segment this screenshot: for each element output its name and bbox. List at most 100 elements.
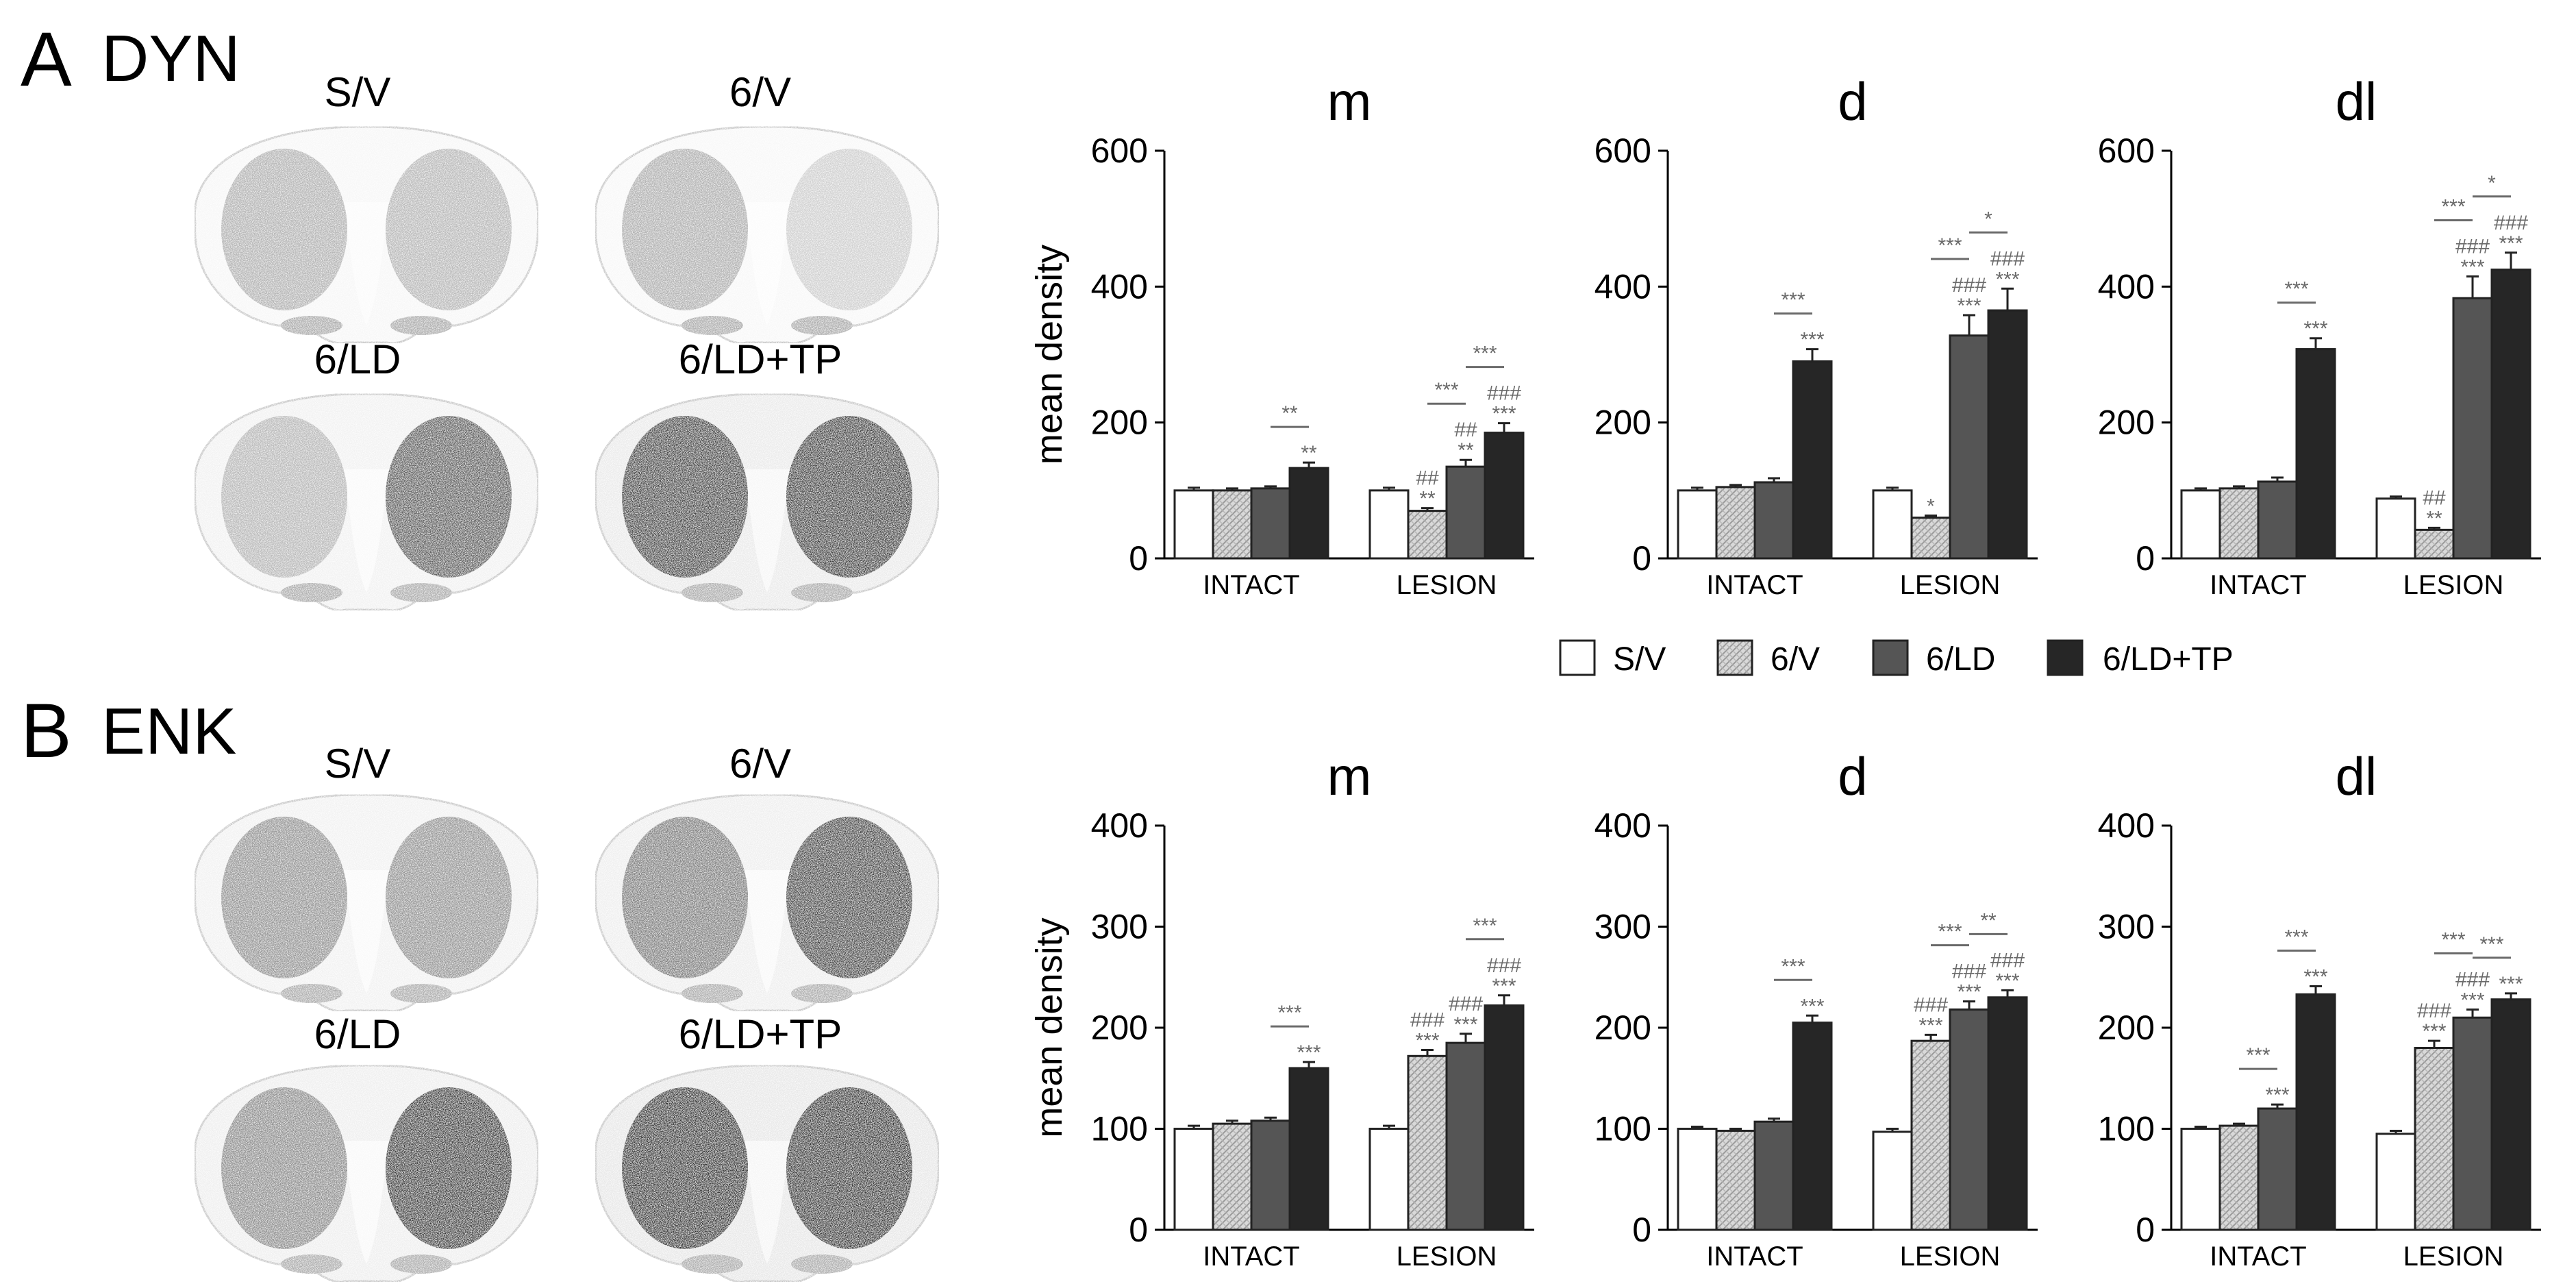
striatum-right: [786, 149, 912, 310]
significance-mark: ***: [2422, 1020, 2446, 1043]
bar: [1792, 1022, 1833, 1231]
striatum-right: [786, 817, 912, 978]
image-label-b-6v: 6/V: [729, 741, 791, 787]
legend-label-6ldtp: 6/LD+TP: [2103, 641, 2234, 678]
legend-label-6ld: 6/LD: [1926, 641, 1995, 678]
bar: [1910, 517, 1951, 560]
bar: [1484, 1004, 1525, 1231]
brain-section-b-6ldtp: [594, 1064, 940, 1283]
significance-mark: ###: [1952, 961, 1986, 983]
bar: [1753, 1120, 1795, 1231]
y-tick-label: 400: [1091, 806, 1148, 845]
significance-mark: ***: [1492, 403, 1516, 425]
significance-mark: **: [2426, 507, 2442, 530]
y-axis-label: mean density: [1029, 917, 1070, 1137]
bar: [1288, 467, 1329, 560]
significance-mark: *: [1927, 495, 1935, 518]
y-tick-label: 200: [2098, 1009, 2155, 1047]
significance-mark: ###: [1410, 1009, 1445, 1031]
significance-mark: **: [1458, 439, 1474, 462]
bar: [1407, 1054, 1448, 1231]
y-tick-label: 200: [1595, 404, 1651, 442]
ventral-right: [791, 984, 853, 1003]
significance-mark: ***: [2265, 1084, 2289, 1106]
striatum-right: [386, 817, 512, 978]
bar: [2490, 269, 2531, 560]
legend-swatch-sv: [1559, 639, 1596, 676]
ventral-left: [281, 316, 342, 335]
ventral-left: [681, 1254, 743, 1274]
bracket-label: *: [1984, 208, 1992, 230]
bracket-label: *: [2488, 172, 2496, 195]
y-tick-label: 0: [2136, 1211, 2155, 1249]
brain-midline: [342, 202, 390, 325]
brain-midline: [743, 1141, 791, 1264]
significance-mark: ***: [2499, 232, 2523, 255]
bar: [2375, 497, 2416, 560]
significance-mark: ##: [1454, 419, 1477, 441]
significance-mark: ***: [2499, 973, 2523, 996]
bar: [2218, 1124, 2260, 1231]
significance-mark: **: [1419, 488, 1436, 510]
significance-mark: ###: [2494, 212, 2528, 234]
bracket-label: ***: [2284, 926, 2308, 949]
y-tick-label: 400: [2098, 806, 2155, 845]
image-label-a-6ld: 6/LD: [314, 336, 401, 382]
bracket-label: **: [1980, 909, 1997, 932]
significance-mark: ###: [1487, 382, 1521, 405]
bar: [1987, 309, 2028, 560]
category-label: INTACT: [2210, 1241, 2306, 1272]
image-label-a-6ldtp: 6/LD+TP: [679, 336, 842, 382]
y-tick-label: 600: [2098, 132, 2155, 170]
category-label: LESION: [2403, 570, 2504, 600]
ventral-left: [281, 583, 342, 602]
bar: [1445, 1041, 1486, 1231]
bar: [1987, 996, 2028, 1231]
bracket-label: ***: [2284, 278, 2308, 301]
significance-mark: ###: [1952, 274, 1986, 297]
y-tick-label: 400: [2098, 267, 2155, 306]
category-label: LESION: [1900, 570, 2001, 600]
y-tick-label: 200: [1091, 404, 1148, 442]
ventral-right: [791, 583, 853, 602]
significance-mark: ###: [2417, 1000, 2451, 1022]
ventral-right: [791, 1254, 853, 1274]
bar: [2257, 480, 2298, 560]
striatum-right: [786, 416, 912, 578]
ventral-right: [390, 984, 452, 1003]
bracket-label: ***: [1277, 1002, 1301, 1024]
significance-mark: ***: [2303, 318, 2327, 341]
legend: S/V 6/V 6/LD 6/LD+TP: [1559, 639, 2234, 678]
ventral-left: [681, 316, 743, 335]
legend-swatch-6ldtp: [2047, 639, 2084, 676]
bracket-label: ***: [1473, 343, 1497, 365]
category-label: INTACT: [2210, 570, 2306, 600]
striatum-left: [221, 149, 347, 310]
bar: [1173, 489, 1214, 560]
brain-midline: [743, 469, 791, 593]
striatum-left: [221, 416, 347, 578]
panel-b-marker: ENK: [101, 695, 236, 768]
brain-section-a-6v: [594, 125, 940, 345]
significance-mark: ***: [1453, 1013, 1477, 1036]
ventral-left: [281, 1254, 342, 1274]
chart-b-m: m mean density 0 100 200 300 400 INTACT LESION **…: [1029, 746, 1534, 1272]
bracket-label: ***: [2441, 928, 2465, 951]
y-tick-label: 600: [1091, 132, 1148, 170]
y-tick-label: 0: [2136, 539, 2155, 578]
striatum-left: [622, 817, 748, 978]
bar: [1368, 1128, 1410, 1231]
bar: [1872, 489, 1913, 560]
ventral-left: [281, 984, 342, 1003]
bar: [2180, 489, 2221, 560]
image-label-b-sv: S/V: [325, 741, 391, 787]
brain-midline: [342, 870, 390, 993]
brain-section-b-6ld: [193, 1064, 540, 1283]
striatum-right: [786, 1087, 912, 1249]
brain-section-a-6ld: [193, 393, 540, 612]
significance-mark: ***: [1297, 1041, 1321, 1064]
